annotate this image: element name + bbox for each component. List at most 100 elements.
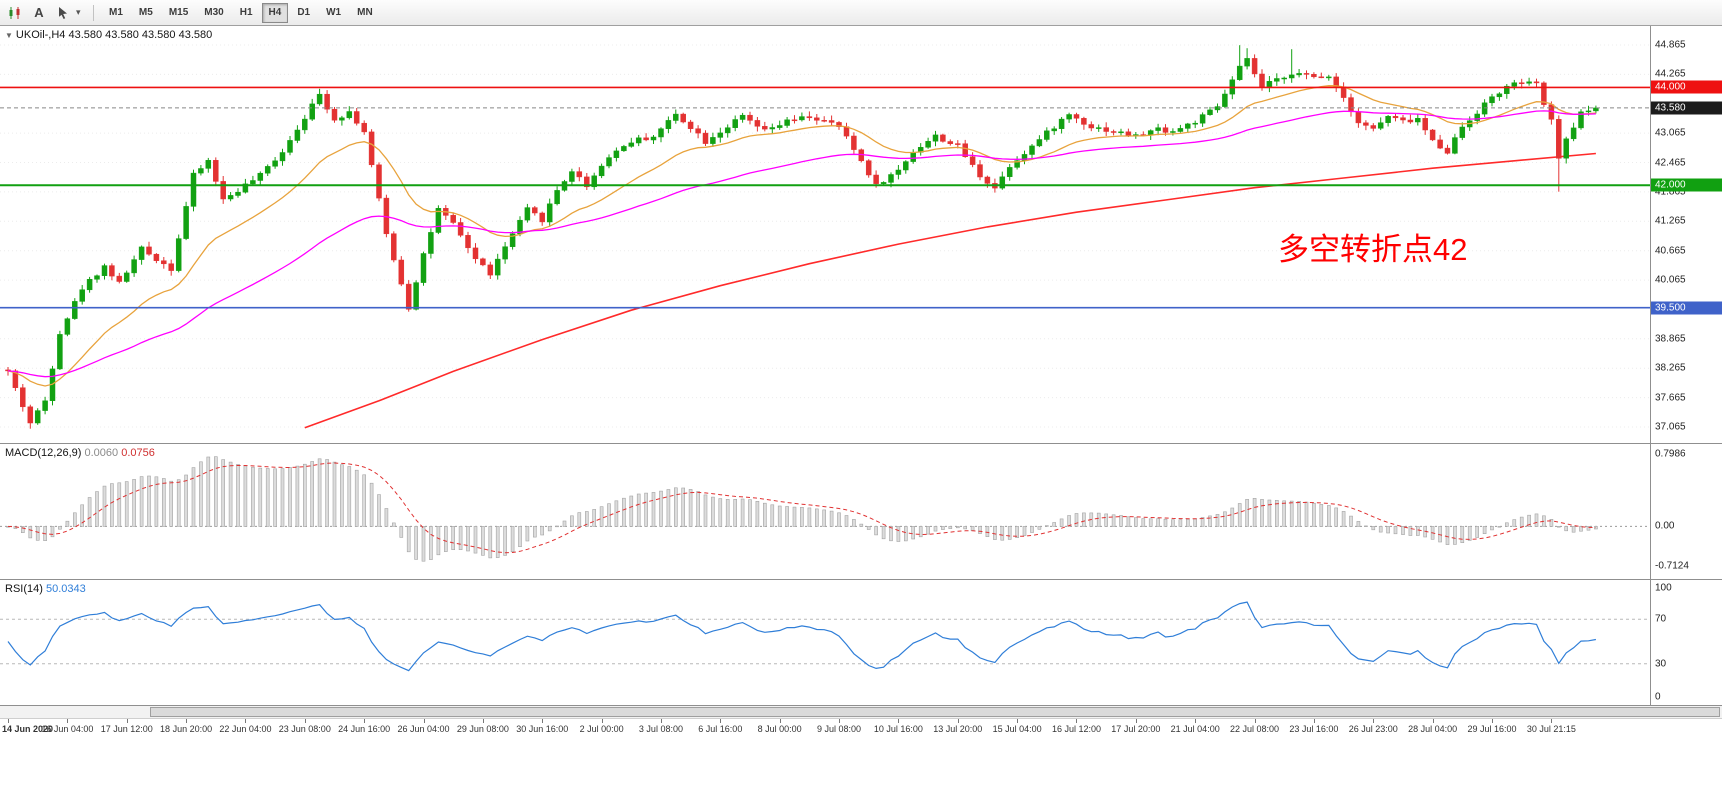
- time-label: 9 Jul 08:00: [817, 724, 862, 734]
- scrollbar-thumb[interactable]: [150, 707, 1720, 717]
- time-label: 23 Jul 16:00: [1289, 724, 1339, 734]
- rsi-tick: 100: [1655, 582, 1672, 594]
- cursor-tool-icon[interactable]: [52, 3, 74, 23]
- time-label: 26 Jun 04:00: [397, 724, 450, 734]
- time-label: 18 Jun 20:00: [160, 724, 213, 734]
- time-label: 17 Jun 12:00: [100, 724, 153, 734]
- time-axis[interactable]: 14 Jun 2020 16 Jun 04:00 17 Jun 12:00 18 Ju…: [0, 719, 1722, 737]
- time-tick-mark: [957, 719, 959, 723]
- symbol-info: ▼ UKOil-,H4 43.580 43.580 43.580 43.580: [5, 29, 212, 41]
- main-chart-plot[interactable]: [0, 26, 1650, 443]
- timeframe-button-h4[interactable]: H4: [261, 2, 289, 23]
- time-label: 22 Jun 04:00: [219, 724, 272, 734]
- timeframe-button-m5[interactable]: M5: [132, 3, 160, 23]
- macd-value-signal: 0.0756: [121, 447, 155, 459]
- main-price-scale[interactable]: 44.865 44.265 43.065 42.465 41.865 41.265 40.6…: [1650, 26, 1722, 443]
- macd-indicator-plot[interactable]: [0, 444, 1650, 579]
- time-tick-mark: [8, 719, 9, 723]
- time-label: 28 Jul 04:00: [1408, 724, 1458, 734]
- time-label: 23 Jun 08:00: [278, 724, 331, 734]
- time-tick-mark: [601, 719, 603, 723]
- time-tick-mark: [1195, 719, 1197, 723]
- rsi-indicator-plot[interactable]: [0, 580, 1650, 705]
- time-tick-mark: [304, 719, 306, 723]
- time-label: 29 Jul 16:00: [1467, 724, 1517, 734]
- time-tick-mark: [67, 719, 69, 723]
- dropdown-caret-icon[interactable]: ▾: [76, 7, 81, 17]
- main-chart-panel: ▼ UKOil-,H4 43.580 43.580 43.580 43.580 多…: [0, 26, 1722, 444]
- time-tick-mark: [720, 719, 722, 723]
- time-label: 26 Jul 23:00: [1348, 724, 1398, 734]
- time-label: 15 Jul 04:00: [992, 724, 1042, 734]
- time-label: 16 Jun 04:00: [41, 724, 94, 734]
- time-tick-mark: [245, 719, 247, 723]
- time-label: 3 Jul 08:00: [638, 724, 683, 734]
- time-label: 16 Jul 12:00: [1051, 724, 1101, 734]
- time-label: 10 Jul 16:00: [873, 724, 923, 734]
- time-tick-mark: [1551, 719, 1553, 723]
- time-label: 30 Jun 16:00: [516, 724, 569, 734]
- time-label: 22 Jul 08:00: [1230, 724, 1280, 734]
- timeframe-button-m1[interactable]: M1: [102, 3, 130, 23]
- price-tick: 44.265: [1655, 68, 1686, 80]
- macd-label: MACD(12,26,9) 0.0060 0.0756: [5, 447, 155, 459]
- toolbar: A ▾ M1 M5 M15 M30 H1 H4 D1 W1 MN: [0, 0, 1722, 26]
- time-label: 30 Jul 21:15: [1526, 724, 1576, 734]
- macd-tick: 0.7986: [1655, 448, 1686, 460]
- timeframe-group: M1 M5 M15 M30 H1 H4 D1 W1 MN: [101, 2, 381, 23]
- timeframe-button-mn[interactable]: MN: [350, 3, 380, 23]
- symbol-ohlc-label: UKOil-,H4 43.580 43.580 43.580 43.580: [15, 29, 213, 41]
- time-tick-mark: [482, 719, 484, 723]
- time-tick-mark: [779, 719, 781, 723]
- price-tick: 40.665: [1655, 245, 1686, 257]
- macd-tick: 0.00: [1655, 520, 1675, 532]
- rsi-scale[interactable]: 100 70 30 0: [1650, 580, 1722, 705]
- time-label: 13 Jul 20:00: [933, 724, 983, 734]
- time-tick-mark: [126, 719, 128, 723]
- time-tick-mark: [1313, 719, 1315, 723]
- symbol-dropdown-icon[interactable]: ▼: [5, 31, 13, 40]
- timeframe-button-w1[interactable]: W1: [319, 3, 348, 23]
- macd-tick: -0.7124: [1655, 560, 1689, 572]
- timeframe-button-m30[interactable]: M30: [197, 3, 230, 23]
- time-tick-mark: [186, 719, 188, 723]
- time-label: 21 Jul 04:00: [1170, 724, 1220, 734]
- rsi-name: RSI(14): [5, 583, 43, 595]
- chart-type-icon[interactable]: [4, 3, 26, 23]
- text-label-tool-icon[interactable]: A: [28, 3, 50, 23]
- horizontal-scrollbar[interactable]: [0, 706, 1722, 719]
- price-level-badge: 44.000: [1651, 80, 1722, 94]
- time-tick-mark: [1017, 719, 1019, 723]
- price-tick: 40.065: [1655, 274, 1686, 286]
- macd-name: MACD(12,26,9): [5, 447, 82, 459]
- cursor-arrow-glyph: [59, 6, 67, 19]
- timeframe-button-h1[interactable]: H1: [233, 3, 260, 23]
- timeframe-button-m15[interactable]: M15: [162, 3, 195, 23]
- price-tick: 41.265: [1655, 215, 1686, 227]
- price-tick: 38.265: [1655, 362, 1686, 374]
- time-tick-mark: [1373, 719, 1375, 723]
- rsi-tick: 30: [1655, 658, 1667, 670]
- time-label: 8 Jul 00:00: [757, 724, 802, 734]
- chart-annotation: 多空转折点42: [1278, 232, 1468, 267]
- timeframe-button-d1[interactable]: D1: [290, 3, 317, 23]
- bottom-spacer: [0, 737, 1722, 795]
- price-tick: 38.865: [1655, 333, 1686, 345]
- macd-value-main: 0.0060: [84, 447, 119, 459]
- time-tick-mark: [542, 719, 544, 723]
- rsi-tick: 0: [1655, 691, 1661, 703]
- time-label: 24 Jun 16:00: [338, 724, 391, 734]
- price-tick: 44.865: [1655, 39, 1686, 51]
- price-tick: 42.465: [1655, 157, 1686, 169]
- time-tick-mark: [1432, 719, 1434, 723]
- text-tool-label: A: [34, 5, 44, 20]
- chart-window: ▼ UKOil-,H4 43.580 43.580 43.580 43.580 多…: [0, 26, 1722, 795]
- price-tick: 37.665: [1655, 392, 1686, 404]
- time-tick-mark: [1254, 719, 1256, 723]
- price-tick: 43.065: [1655, 127, 1686, 139]
- time-tick-mark: [423, 719, 425, 723]
- time-label: 17 Jul 20:00: [1111, 724, 1161, 734]
- macd-scale[interactable]: 0.7986 0.00 -0.7124: [1650, 444, 1722, 579]
- time-label: 6 Jul 16:00: [698, 724, 743, 734]
